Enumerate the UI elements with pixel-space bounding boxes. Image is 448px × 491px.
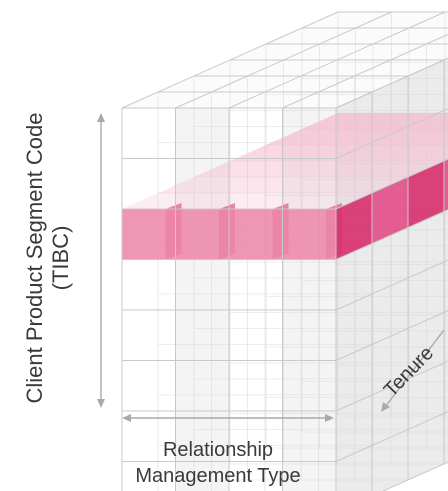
highlight-slab-top-cell: [158, 177, 248, 193]
side-grid-line: [335, 57, 448, 109]
highlight-slab-top-cell: [283, 145, 373, 161]
highlight-slab-top-cell: [247, 161, 337, 177]
side-grid-line: [335, 360, 448, 412]
highlight-slab-top-cell: [175, 193, 265, 209]
highlight-slab-top-cell: [229, 193, 319, 209]
highlight-slab-top-cell: [354, 161, 444, 177]
side-grid-line: [335, 259, 448, 311]
side-grid-line: [335, 108, 448, 159]
side-grid-line: [382, 461, 448, 491]
vertical-axis-label-line1: Client Product Segment Code: [22, 112, 47, 403]
highlight-slab-top-cell: [355, 113, 445, 129]
side-grid-line: [335, 158, 448, 210]
side-grid-line: [335, 411, 448, 462]
horizontal-axis-arrow: [122, 414, 334, 422]
side-grid-line: [335, 209, 448, 260]
highlight-slab-top-cell: [301, 161, 391, 177]
highlight-slab-top-cell: [211, 177, 301, 193]
highlight-slab-top-cell: [409, 113, 448, 129]
cube: [121, 11, 448, 491]
vertical-axis-arrow: [97, 113, 105, 408]
highlight-slab-top-cell: [390, 145, 448, 161]
highlight-slab-top-cell: [302, 113, 392, 129]
front-column-band: [175, 108, 229, 491]
highlight-slab-top-cell: [337, 145, 427, 161]
highlight-slab-top-cell: [426, 135, 448, 145]
front-column-band: [282, 108, 336, 491]
highlight-slab-top-cell: [319, 129, 409, 145]
horizontal-axis-label-line2: Management Type: [135, 465, 300, 487]
highlight-slab-top-cell: [282, 193, 372, 209]
highlight-slab-top-cell: [318, 177, 408, 193]
horizontal-axis-label-line1: Relationship: [163, 439, 273, 461]
highlight-slab-top-cell: [230, 145, 320, 161]
highlight-slab-top-cell: [194, 161, 284, 177]
vertical-axis-label-line2: (TIBC): [48, 226, 73, 291]
horizontal-axis-label: Relationship Management Type: [135, 439, 300, 487]
vertical-axis-label: Client Product Segment Code (TIBC): [22, 112, 73, 403]
side-grid-line: [335, 310, 448, 361]
highlight-slab-top-cell: [266, 129, 356, 145]
highlight-slab-top-cell: [373, 129, 448, 145]
highlight-slab-top-cell: [122, 193, 212, 209]
highlight-slab-top-cell: [265, 177, 355, 193]
depth-axis-arrow: [381, 329, 445, 412]
